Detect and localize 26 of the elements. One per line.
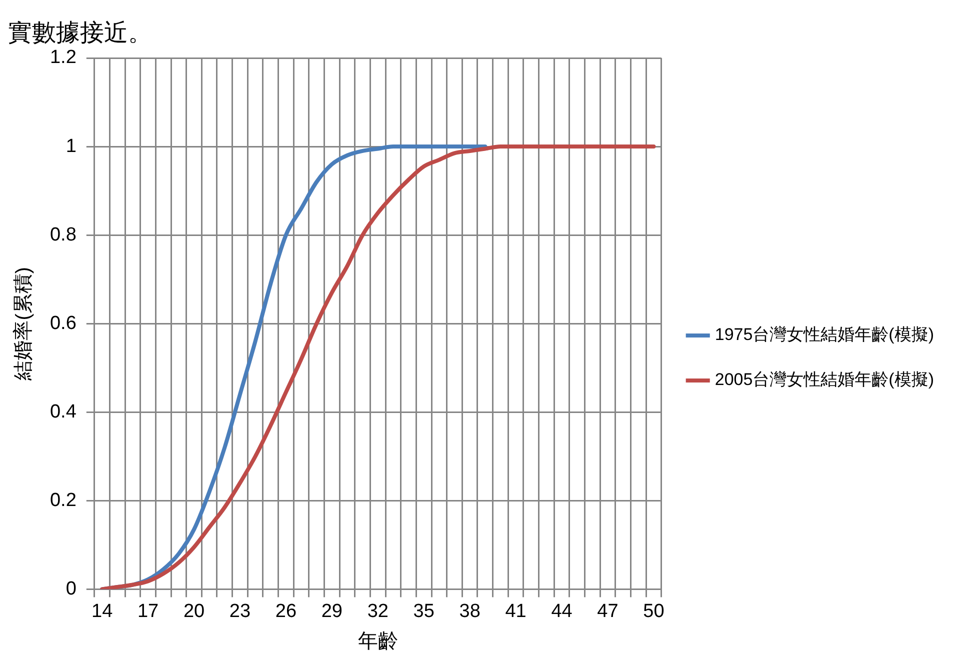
x-tick-label: 23: [229, 600, 251, 622]
x-tick-label: 26: [275, 600, 297, 622]
y-tick-label: 0.4: [50, 401, 77, 422]
line-series: [100, 144, 656, 590]
x-tick-label: 32: [367, 600, 388, 622]
x-tick-label: 38: [459, 600, 480, 622]
legend-label: 1975台灣女性結婚年齡(模擬): [714, 325, 934, 344]
y-tick-label: 1.2: [50, 47, 76, 68]
x-tick-label: 35: [413, 600, 434, 622]
x-axis-title: 年齡: [358, 630, 398, 653]
y-tick-label: 1: [66, 136, 76, 157]
x-tick-label: 47: [597, 600, 618, 622]
x-tick-label: 44: [551, 600, 573, 622]
y-tick-label: 0.6: [50, 312, 76, 334]
x-tick-label: 41: [505, 600, 526, 622]
text: 實數據接近。: [8, 20, 152, 47]
x-tick-label: 17: [137, 600, 159, 622]
legend-label: 2005台灣女性結婚年齡(模擬): [714, 370, 934, 390]
x-tick-label: 29: [321, 600, 342, 622]
x-tick-label: 50: [643, 600, 664, 622]
y-tick-label: 0: [66, 578, 76, 600]
x-tick-label: 20: [183, 600, 205, 622]
y-tick-label: 0.8: [50, 224, 76, 246]
y-axis-title: 結婚率(累積): [12, 266, 35, 382]
y-tick-label: 0.2: [50, 490, 76, 511]
x-tick-label: 14: [92, 600, 114, 622]
